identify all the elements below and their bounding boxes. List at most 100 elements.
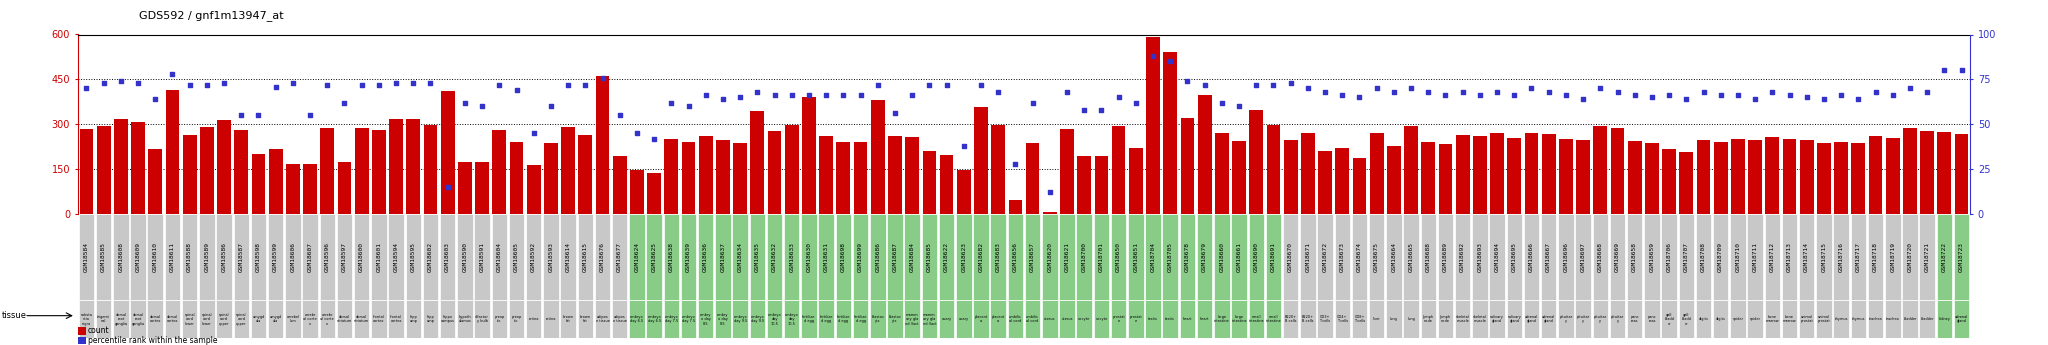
Bar xyxy=(1679,300,1694,338)
Point xyxy=(449,100,481,106)
Text: blastoc
yts: blastoc yts xyxy=(870,315,885,323)
Text: GSM18721: GSM18721 xyxy=(1925,242,1929,272)
Point xyxy=(930,82,963,88)
Point xyxy=(981,89,1014,95)
Bar xyxy=(1937,132,1952,214)
Text: cerebel
lum: cerebel lum xyxy=(287,315,299,323)
Bar xyxy=(1352,214,1368,300)
Text: adrenal
gland: adrenal gland xyxy=(1542,315,1554,323)
Bar xyxy=(1454,214,1470,300)
Bar xyxy=(250,300,266,338)
Bar xyxy=(389,300,403,338)
Text: CD4+
T cells: CD4+ T cells xyxy=(1337,315,1348,323)
Point xyxy=(1378,89,1411,95)
Text: GSM18674: GSM18674 xyxy=(1358,242,1362,272)
Bar xyxy=(526,214,541,300)
Text: spinal
cord
lower: spinal cord lower xyxy=(184,313,195,326)
Bar xyxy=(1491,133,1503,214)
Bar xyxy=(991,125,1006,214)
Text: prostat
e: prostat e xyxy=(1128,315,1143,323)
Bar xyxy=(1249,300,1264,338)
Text: CD8+
T cells: CD8+ T cells xyxy=(1354,315,1366,323)
Text: kidney: kidney xyxy=(1939,317,1950,321)
Bar xyxy=(922,150,936,214)
Point xyxy=(1532,89,1565,95)
Text: bladder: bladder xyxy=(1903,317,1917,321)
Point xyxy=(70,86,102,91)
Text: retina: retina xyxy=(528,317,539,321)
Text: gall
bladd
er: gall bladd er xyxy=(1665,313,1673,326)
Bar xyxy=(1833,300,1849,338)
Text: fertilize
d egg: fertilize d egg xyxy=(819,315,834,323)
Bar xyxy=(1300,300,1315,338)
Text: bone
marrow: bone marrow xyxy=(1782,315,1796,323)
Bar xyxy=(1903,300,1917,338)
Text: GSM18614: GSM18614 xyxy=(565,242,571,272)
Point xyxy=(207,80,240,86)
Point xyxy=(1927,68,1960,73)
Text: GSM18715: GSM18715 xyxy=(1821,242,1827,272)
Point xyxy=(1774,93,1806,98)
Point xyxy=(465,104,498,109)
Bar xyxy=(1610,214,1626,300)
Bar xyxy=(784,300,799,338)
Bar xyxy=(1128,214,1143,300)
Text: pituitar
y: pituitar y xyxy=(1612,315,1624,323)
Bar xyxy=(457,300,473,338)
Text: trachea: trachea xyxy=(1886,317,1901,321)
Bar xyxy=(956,214,971,300)
Point xyxy=(1722,93,1755,98)
Point xyxy=(1102,95,1135,100)
Bar xyxy=(1540,300,1556,338)
Bar xyxy=(1231,300,1247,338)
Text: GSM18658: GSM18658 xyxy=(1632,242,1636,272)
Point xyxy=(276,80,309,86)
Text: uterus: uterus xyxy=(1044,317,1055,321)
Bar xyxy=(1386,214,1401,300)
Bar xyxy=(1214,214,1229,300)
Text: GSM18610: GSM18610 xyxy=(154,242,158,272)
Point xyxy=(999,161,1032,166)
Bar xyxy=(1438,214,1454,300)
Bar xyxy=(1524,214,1540,300)
Bar xyxy=(1008,199,1022,214)
Bar xyxy=(1954,300,1970,338)
Point xyxy=(844,93,877,98)
Text: GSM18600: GSM18600 xyxy=(358,242,365,272)
Bar xyxy=(1214,300,1229,338)
Bar xyxy=(1679,214,1694,300)
Point xyxy=(1153,59,1186,64)
Bar xyxy=(1851,143,1866,214)
Bar xyxy=(199,300,215,338)
Text: GSM18604: GSM18604 xyxy=(498,242,502,272)
Bar xyxy=(371,300,387,338)
Text: GSM18698: GSM18698 xyxy=(842,242,846,272)
Bar xyxy=(1731,214,1745,300)
Bar xyxy=(1163,214,1178,300)
Bar xyxy=(631,170,643,214)
Text: GSM18709: GSM18709 xyxy=(1718,242,1722,272)
Bar xyxy=(164,214,180,300)
Bar xyxy=(1937,300,1952,338)
Text: umbilic
al cord: umbilic al cord xyxy=(1010,315,1022,323)
Bar xyxy=(1059,300,1075,338)
Bar xyxy=(1765,214,1780,300)
Bar xyxy=(492,214,508,300)
Bar xyxy=(1765,300,1780,338)
Point xyxy=(723,95,756,100)
Point xyxy=(1636,95,1669,100)
Text: trachea: trachea xyxy=(1868,317,1882,321)
Bar xyxy=(680,214,696,300)
Bar xyxy=(1042,300,1057,338)
Bar xyxy=(1026,143,1040,214)
Bar xyxy=(750,300,766,338)
Bar xyxy=(1094,157,1108,214)
Bar xyxy=(492,130,506,214)
Text: GSM18664: GSM18664 xyxy=(1391,242,1397,272)
Text: GSM18684: GSM18684 xyxy=(909,242,915,272)
Point xyxy=(362,82,395,88)
Bar xyxy=(956,300,971,338)
Text: preop
tic: preop tic xyxy=(512,315,522,323)
Bar xyxy=(1645,143,1659,214)
Bar xyxy=(1626,300,1642,338)
